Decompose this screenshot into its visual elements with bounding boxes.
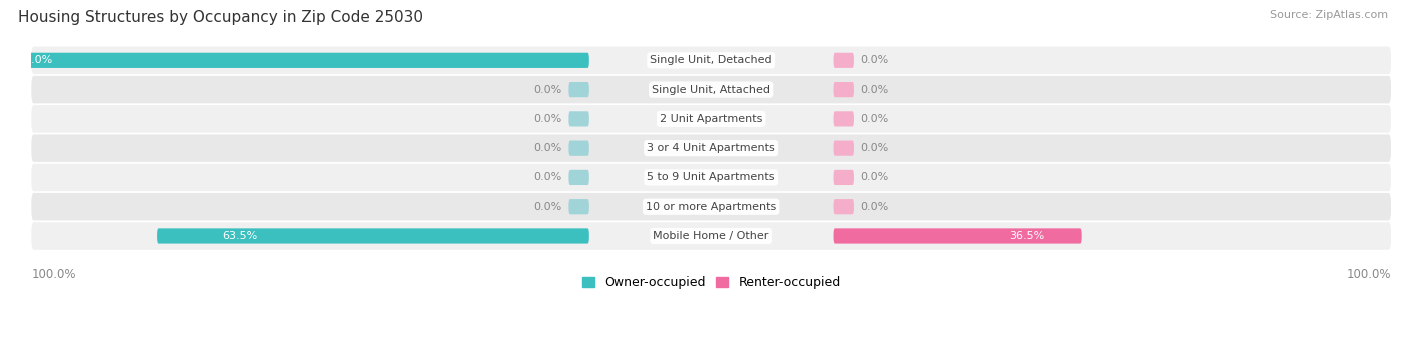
Text: Mobile Home / Other: Mobile Home / Other [654,231,769,241]
FancyBboxPatch shape [834,111,853,127]
Text: 0.0%: 0.0% [533,143,561,153]
Text: 100.0%: 100.0% [11,55,53,65]
FancyBboxPatch shape [568,111,589,127]
Text: Source: ZipAtlas.com: Source: ZipAtlas.com [1270,10,1388,20]
FancyBboxPatch shape [31,164,1391,191]
Text: 0.0%: 0.0% [860,85,889,94]
FancyBboxPatch shape [0,53,589,68]
Text: 0.0%: 0.0% [533,114,561,124]
FancyBboxPatch shape [31,76,1391,103]
Text: 0.0%: 0.0% [860,55,889,65]
FancyBboxPatch shape [31,105,1391,133]
Text: 63.5%: 63.5% [222,231,257,241]
FancyBboxPatch shape [834,53,853,68]
Text: Single Unit, Attached: Single Unit, Attached [652,85,770,94]
Text: Single Unit, Detached: Single Unit, Detached [651,55,772,65]
Text: 0.0%: 0.0% [860,114,889,124]
FancyBboxPatch shape [568,199,589,214]
FancyBboxPatch shape [834,228,1081,243]
Legend: Owner-occupied, Renter-occupied: Owner-occupied, Renter-occupied [582,277,841,290]
FancyBboxPatch shape [834,140,853,156]
Text: 3 or 4 Unit Apartments: 3 or 4 Unit Apartments [647,143,775,153]
FancyBboxPatch shape [31,47,1391,74]
Text: 36.5%: 36.5% [1010,231,1045,241]
FancyBboxPatch shape [157,228,589,243]
FancyBboxPatch shape [834,170,853,185]
FancyBboxPatch shape [31,222,1391,250]
Text: 100.0%: 100.0% [31,268,76,281]
FancyBboxPatch shape [31,134,1391,162]
FancyBboxPatch shape [568,140,589,156]
Text: 0.0%: 0.0% [860,143,889,153]
Text: 10 or more Apartments: 10 or more Apartments [645,202,776,212]
Text: 0.0%: 0.0% [533,202,561,212]
Text: Housing Structures by Occupancy in Zip Code 25030: Housing Structures by Occupancy in Zip C… [18,10,423,25]
Text: 0.0%: 0.0% [860,173,889,182]
FancyBboxPatch shape [568,170,589,185]
FancyBboxPatch shape [31,193,1391,221]
Text: 2 Unit Apartments: 2 Unit Apartments [659,114,762,124]
Text: 0.0%: 0.0% [860,202,889,212]
Text: 0.0%: 0.0% [533,173,561,182]
FancyBboxPatch shape [834,199,853,214]
FancyBboxPatch shape [834,82,853,97]
Text: 100.0%: 100.0% [1347,268,1391,281]
FancyBboxPatch shape [568,82,589,97]
Text: 5 to 9 Unit Apartments: 5 to 9 Unit Apartments [647,173,775,182]
Text: 0.0%: 0.0% [533,85,561,94]
